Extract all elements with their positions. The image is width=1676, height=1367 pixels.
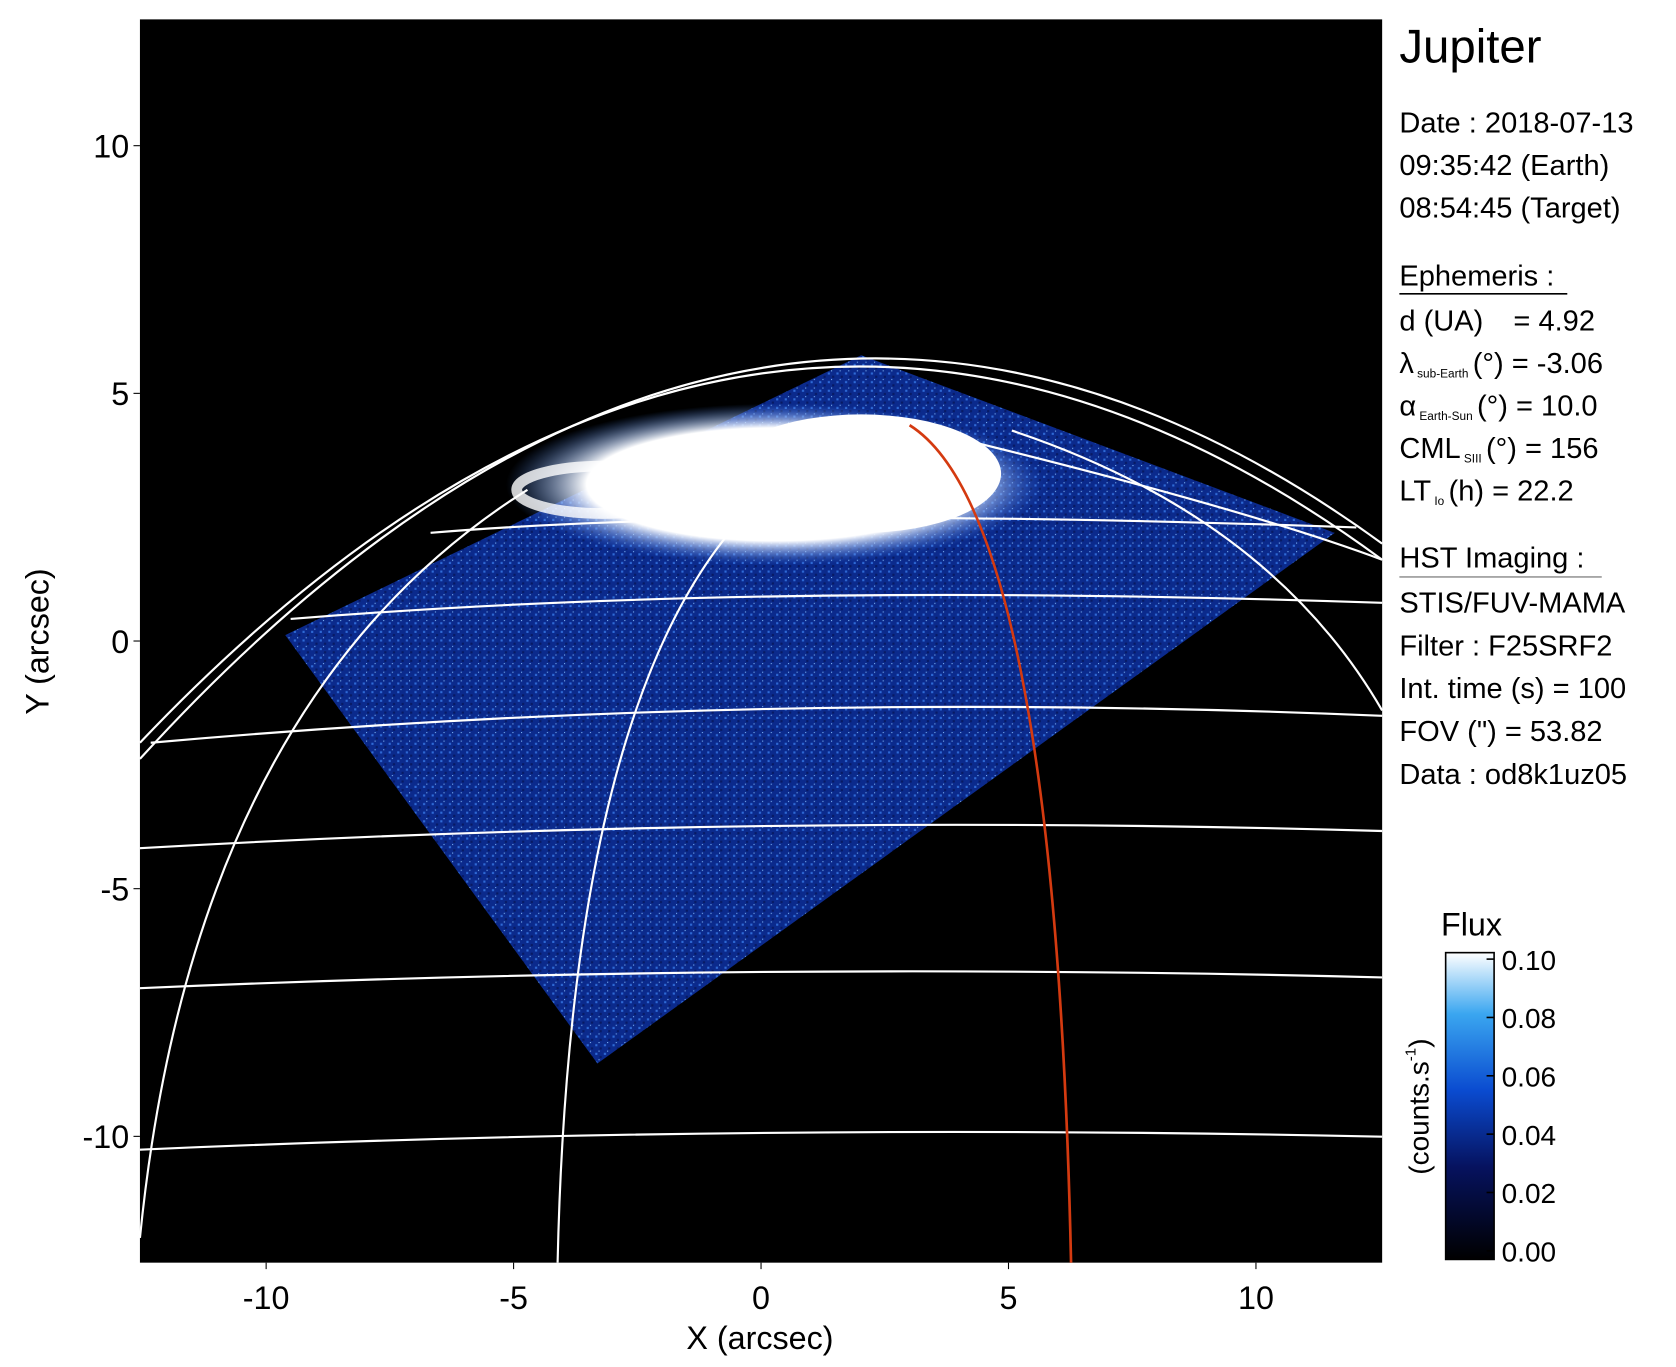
ephemeris-entry: LT Io (h) = 22.2 xyxy=(1399,476,1573,508)
hst-line: Data : od8k1uz05 xyxy=(1399,759,1627,791)
colorbar-tick-label: 0.08 xyxy=(1502,1003,1556,1034)
colorbar-label-sup: -1 xyxy=(1403,1048,1420,1061)
x-tick-label: 10 xyxy=(1238,1280,1274,1316)
colorbar-tick-label: 0.06 xyxy=(1502,1062,1556,1093)
ephemeris-label: d (UA) xyxy=(1399,305,1483,337)
colorbar-label-main: (counts.s xyxy=(1403,1061,1434,1174)
x-tick-label: -10 xyxy=(243,1280,290,1316)
ephemeris-title: Ephemeris : xyxy=(1399,260,1554,292)
detector-field xyxy=(285,355,1335,1064)
y-tick-label: 10 xyxy=(93,129,129,165)
y-tick-label: 0 xyxy=(111,624,129,660)
x-tick-label: 0 xyxy=(752,1280,770,1316)
ephemeris-value: (h) = 22.2 xyxy=(1449,476,1574,508)
aurora-core xyxy=(721,414,1002,533)
hst-title: HST Imaging : xyxy=(1399,542,1584,574)
sub-earth-meridian xyxy=(908,424,1073,1263)
y-tick-label: -10 xyxy=(83,1119,130,1155)
ephemeris-label: CML xyxy=(1399,433,1460,465)
ephemeris-sub: SIII xyxy=(1464,451,1482,465)
aurora-oval xyxy=(511,460,695,519)
hst-line: FOV (") = 53.82 xyxy=(1399,716,1602,748)
ephemeris-sub: sub-Earth xyxy=(1417,366,1468,380)
colorbar-label: (counts.s-1) xyxy=(1403,1038,1435,1174)
ephemeris-value: (°) = -3.06 xyxy=(1473,348,1603,380)
ephemeris-entry: λ sub-Earth (°) = -3.06 xyxy=(1399,348,1603,380)
x-tick-label: 5 xyxy=(1000,1280,1018,1316)
x-tick-label: -5 xyxy=(499,1280,528,1316)
y-tick-label: -5 xyxy=(100,872,129,908)
ephemeris-sub: Earth-Sun xyxy=(1419,409,1472,423)
hst-line: STIS/FUV-MAMA xyxy=(1399,587,1626,619)
colorbar-label-end: ) xyxy=(1403,1038,1434,1047)
x-axis-label: X (arcsec) xyxy=(686,1320,833,1356)
colorbar-tick-label: 0.02 xyxy=(1502,1178,1556,1209)
ephemeris-label: λ xyxy=(1399,348,1414,380)
colorbar-tick-label: 0.10 xyxy=(1502,945,1556,976)
ephemeris-value: (°) = 156 xyxy=(1486,433,1599,465)
ephemeris-value: = 4.92 xyxy=(1513,305,1595,337)
y-tick-label: 5 xyxy=(111,376,129,412)
date-line: Date : 2018-07-13 xyxy=(1399,107,1633,139)
ephemeris-entry: d (UA) = 4.92 xyxy=(1399,305,1595,337)
ephemeris-value: (°) = 10.0 xyxy=(1477,391,1598,423)
ephemeris-label: α xyxy=(1399,391,1416,423)
colorbar xyxy=(1444,951,1495,1261)
figure: X (arcsec) Y (arcsec) Jupiter Flux (coun… xyxy=(19,19,1634,1356)
ephemeris-sub: Io xyxy=(1434,494,1444,508)
planet-grid xyxy=(138,357,1384,1263)
colorbar-title: Flux xyxy=(1441,906,1502,942)
ephemeris-entry: α Earth-Sun (°) = 10.0 xyxy=(1399,391,1597,423)
hst-line: Int. time (s) = 100 xyxy=(1399,673,1626,705)
panel-title: Jupiter xyxy=(1399,20,1541,73)
ephemeris-entry: CML SIII (°) = 156 xyxy=(1399,433,1598,465)
date-line: 08:54:45 (Target) xyxy=(1399,192,1620,224)
y-axis-label: Y (arcsec) xyxy=(19,568,55,715)
ephemeris-label: LT xyxy=(1399,476,1431,508)
date-line: 09:35:42 (Earth) xyxy=(1399,150,1609,182)
colorbar-tick-label: 0.04 xyxy=(1502,1120,1556,1151)
colorbar-tick-label: 0.00 xyxy=(1502,1237,1556,1268)
hst-line: Filter : F25SRF2 xyxy=(1399,630,1612,662)
